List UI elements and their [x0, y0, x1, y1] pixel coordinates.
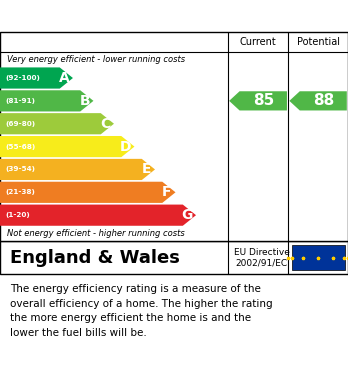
Bar — [292, 246, 345, 270]
Text: A: A — [59, 71, 70, 85]
Text: D: D — [120, 140, 132, 154]
Text: Not energy efficient - higher running costs: Not energy efficient - higher running co… — [7, 229, 185, 238]
Text: (55-68): (55-68) — [5, 143, 35, 150]
Text: Current: Current — [240, 37, 276, 47]
Text: Potential: Potential — [296, 37, 340, 47]
Polygon shape — [0, 182, 175, 203]
Text: C: C — [100, 117, 110, 131]
Text: E: E — [142, 162, 151, 176]
Polygon shape — [0, 159, 155, 180]
Polygon shape — [289, 91, 347, 111]
Text: (92-100): (92-100) — [5, 75, 40, 81]
Text: England & Wales: England & Wales — [10, 249, 180, 267]
Polygon shape — [229, 91, 287, 111]
Text: G: G — [182, 208, 193, 222]
Text: (1-20): (1-20) — [5, 212, 30, 218]
Text: (39-54): (39-54) — [5, 167, 35, 172]
Text: (81-91): (81-91) — [5, 98, 35, 104]
Text: 88: 88 — [313, 93, 334, 108]
Text: (69-80): (69-80) — [5, 121, 35, 127]
Polygon shape — [0, 204, 196, 226]
Text: Energy Efficiency Rating: Energy Efficiency Rating — [10, 7, 239, 25]
Polygon shape — [0, 113, 114, 135]
Polygon shape — [0, 136, 134, 157]
Text: Very energy efficient - lower running costs: Very energy efficient - lower running co… — [7, 56, 185, 65]
Text: (21-38): (21-38) — [5, 189, 35, 196]
Polygon shape — [0, 90, 94, 111]
Polygon shape — [0, 67, 73, 89]
Text: EU Directive
2002/91/EC: EU Directive 2002/91/EC — [234, 248, 290, 267]
Text: F: F — [162, 185, 172, 199]
Text: B: B — [79, 94, 90, 108]
Text: 85: 85 — [253, 93, 274, 108]
Text: The energy efficiency rating is a measure of the
overall efficiency of a home. T: The energy efficiency rating is a measur… — [10, 284, 273, 338]
